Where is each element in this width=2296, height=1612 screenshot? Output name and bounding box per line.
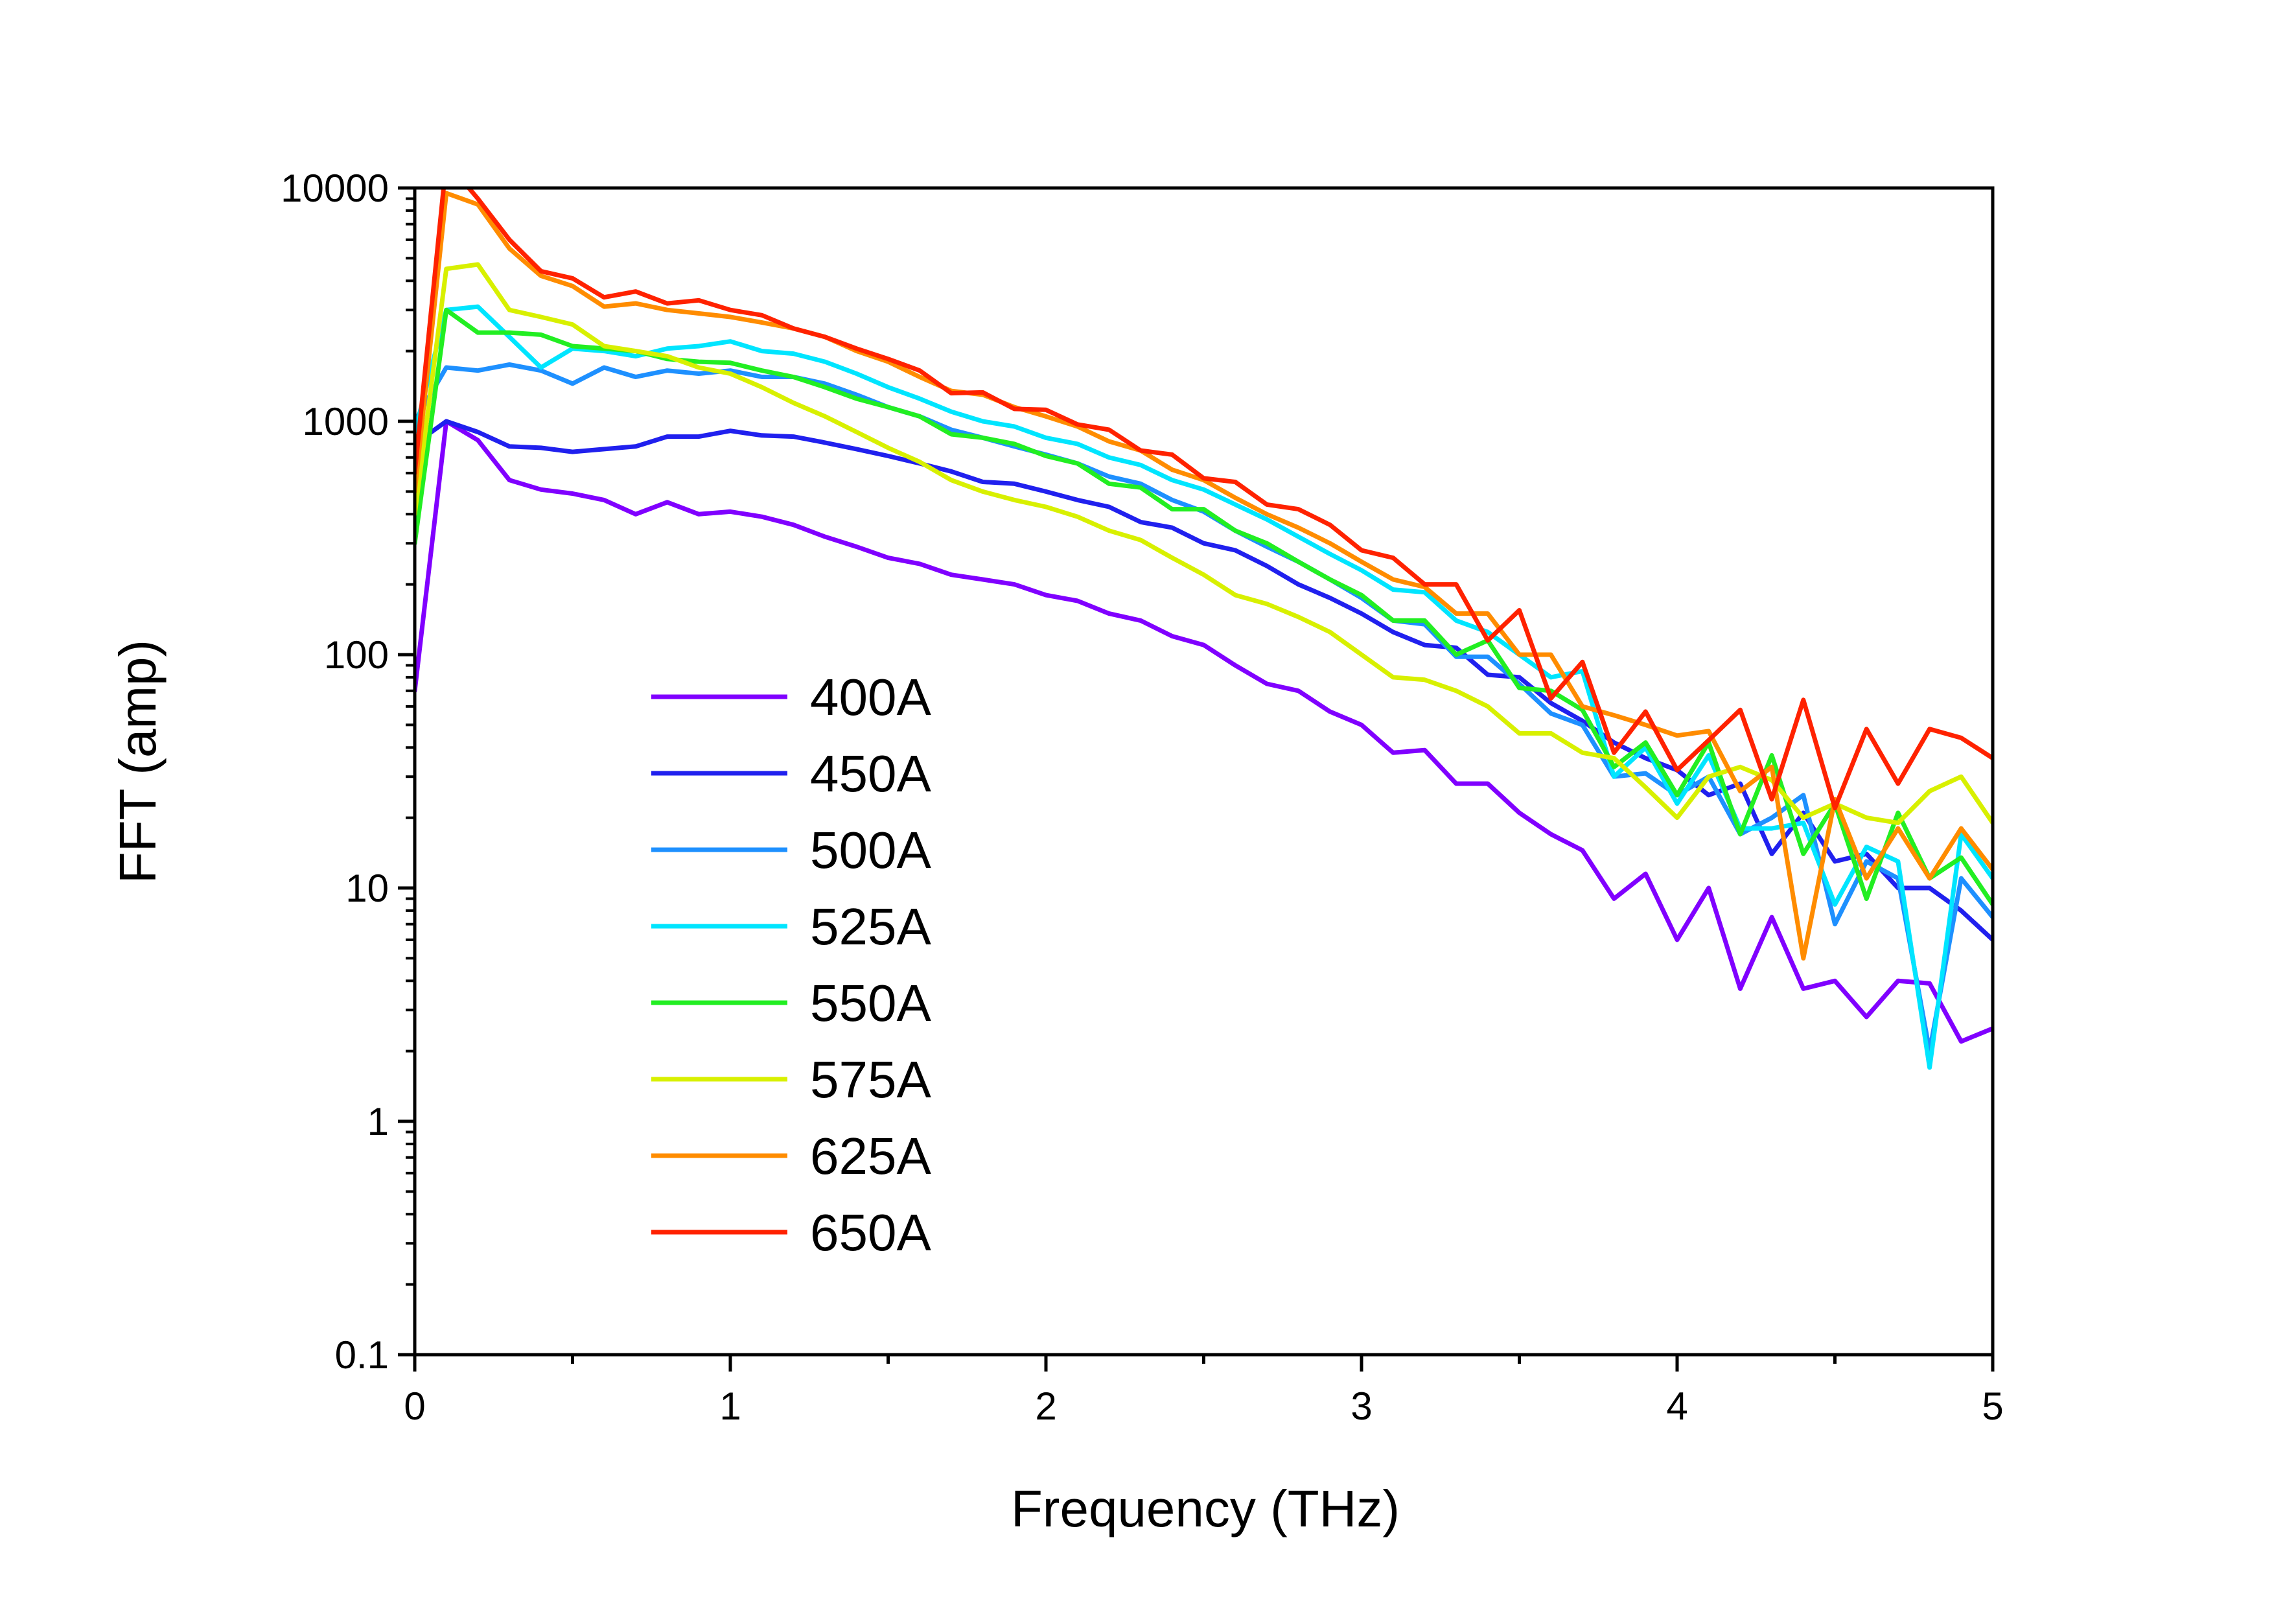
series-line-400A	[415, 419, 1993, 1044]
y-tick-label: 1000	[303, 400, 389, 443]
legend-label-650A: 650A	[810, 1204, 931, 1261]
legend-label-575A: 575A	[810, 1051, 931, 1108]
x-tick-label: 0	[404, 1384, 425, 1428]
legend-label-400A: 400A	[810, 668, 931, 726]
x-axis-title: Frequency (THz)	[1011, 1480, 1400, 1537]
x-tick-label: 3	[1351, 1384, 1372, 1428]
x-tick-label: 5	[1982, 1384, 2003, 1428]
series-line-450A	[415, 419, 1993, 942]
legend-label-525A: 525A	[810, 898, 931, 955]
legend-label-450A: 450A	[810, 745, 931, 802]
legend-label-550A: 550A	[810, 974, 931, 1032]
y-tick-label: 10	[345, 867, 389, 910]
x-tick-label: 1	[719, 1384, 741, 1428]
legend-label-625A: 625A	[810, 1127, 931, 1185]
y-tick-label: 0.1	[335, 1333, 389, 1377]
y-tick-label: 1	[367, 1100, 389, 1143]
legend-label-500A: 500A	[810, 821, 931, 879]
y-axis-title: FFT (amp)	[109, 640, 167, 883]
x-tick-label: 2	[1035, 1384, 1056, 1428]
y-tick-label: 10000	[281, 167, 389, 210]
series-line-650A	[415, 188, 1993, 811]
x-tick-label: 4	[1666, 1384, 1687, 1428]
y-tick-label: 100	[324, 633, 389, 677]
